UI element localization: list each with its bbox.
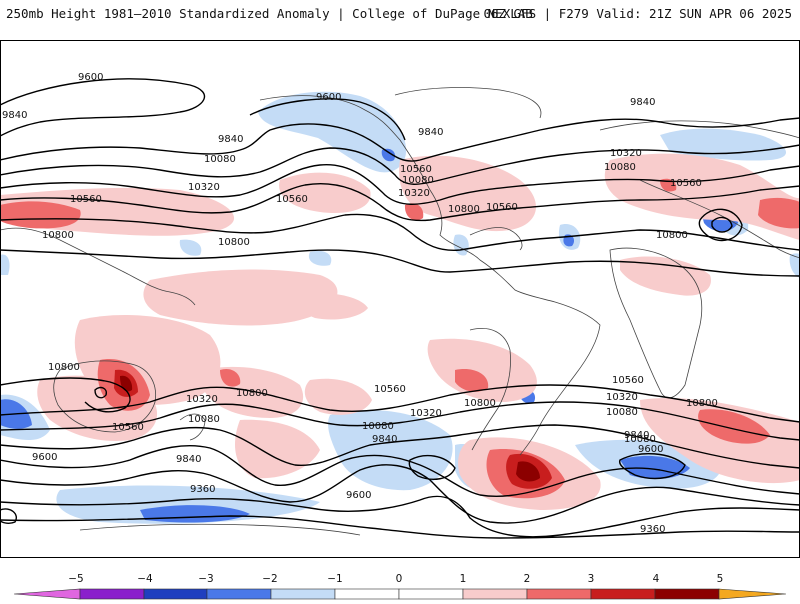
contour-label: 9840 bbox=[2, 110, 27, 121]
contour-label: 10800 bbox=[686, 398, 718, 409]
colorbar-tick: −3 bbox=[198, 573, 213, 585]
contour-label: 10560 bbox=[276, 194, 308, 205]
contour-label: 10320 bbox=[398, 188, 430, 199]
contour-label: 10800 bbox=[448, 204, 480, 215]
contour-label: 10080 bbox=[606, 407, 638, 418]
contour-label: 10800 bbox=[236, 388, 268, 399]
colorbar-tick: −2 bbox=[262, 573, 277, 585]
contour-label: 10320 bbox=[186, 394, 218, 405]
contour-label: 10560 bbox=[112, 422, 144, 433]
contour-label: 9600 bbox=[78, 72, 103, 83]
header: 250mb Height 1981–2010 Standardized Anom… bbox=[0, 0, 800, 40]
colorbar-tick: −5 bbox=[68, 573, 83, 585]
anomaly-map: 9600 9600 9600 9600 9600 9840 9840 9840 … bbox=[0, 40, 800, 558]
model-run-valid-time: 06Z GFS | F279 Valid: 21Z SUN APR 06 202… bbox=[483, 6, 792, 21]
contour-label: 10560 bbox=[670, 178, 702, 189]
contour-label: 10560 bbox=[486, 202, 518, 213]
contour-label: 10080 bbox=[188, 414, 220, 425]
map-panel: 9600 9600 9600 9600 9600 9840 9840 9840 … bbox=[0, 40, 800, 558]
colorbar-tick: 3 bbox=[588, 573, 595, 585]
colorbar-tick: 0 bbox=[396, 573, 403, 585]
colorbar-tick: 5 bbox=[717, 573, 724, 585]
height-contours bbox=[0, 78, 800, 539]
contour-label: 9600 bbox=[346, 490, 371, 501]
positive-anomaly-medium bbox=[0, 178, 800, 499]
colorbar-tick: −4 bbox=[137, 573, 153, 585]
contour-label: 10080 bbox=[362, 421, 394, 432]
contour-label: 10080 bbox=[402, 175, 434, 186]
colorbar-tick: −1 bbox=[327, 573, 342, 585]
contour-label: 9600 bbox=[32, 452, 57, 463]
contour-label: 10800 bbox=[464, 398, 496, 409]
contour-label: 10320 bbox=[610, 148, 642, 159]
contour-label: 9840 bbox=[176, 454, 201, 465]
contour-label: 10800 bbox=[48, 362, 80, 373]
contour-label: 10560 bbox=[612, 375, 644, 386]
contour-label: 10800 bbox=[42, 230, 74, 241]
contour-label: 10560 bbox=[400, 164, 432, 175]
contour-label: 10080 bbox=[204, 154, 236, 165]
contour-labels: 9600 9600 9600 9600 9600 9840 9840 9840 … bbox=[2, 72, 718, 535]
contour-label: 9840 bbox=[624, 430, 649, 441]
contour-label: 9840 bbox=[218, 134, 243, 145]
colorbar: −5 −4 −3 −2 −1 0 1 2 3 4 5 bbox=[0, 570, 800, 600]
colorbar-swatches bbox=[13, 588, 787, 600]
contour-label: 10320 bbox=[188, 182, 220, 193]
contour-label: 10320 bbox=[410, 408, 442, 419]
contour-label: 10320 bbox=[606, 392, 638, 403]
contour-label: 9840 bbox=[630, 97, 655, 108]
contour-label: 9360 bbox=[640, 524, 665, 535]
contour-label: 9840 bbox=[418, 127, 443, 138]
contour-label: 10800 bbox=[218, 237, 250, 248]
colorbar-graphic: −5 −4 −3 −2 −1 0 1 2 3 4 5 bbox=[13, 573, 787, 600]
map-title: 250mb Height 1981–2010 Standardized Anom… bbox=[6, 6, 533, 21]
colorbar-tick: 2 bbox=[524, 573, 531, 585]
colorbar-tick: 1 bbox=[460, 573, 467, 585]
contour-label: 10800 bbox=[656, 230, 688, 241]
colorbar-ticks: −5 −4 −3 −2 −1 0 1 2 3 4 5 bbox=[68, 573, 723, 585]
contour-label: 10080 bbox=[624, 434, 656, 445]
colorbar-tick: 4 bbox=[653, 573, 660, 585]
contour-label: 9600 bbox=[316, 92, 341, 103]
contour-label: 10560 bbox=[374, 384, 406, 395]
contour-label: 10560 bbox=[70, 194, 102, 205]
contour-label: 9600 bbox=[638, 444, 663, 455]
contour-label: 9360 bbox=[190, 484, 215, 495]
contour-label: 10080 bbox=[604, 162, 636, 173]
contour-label: 9840 bbox=[372, 434, 397, 445]
